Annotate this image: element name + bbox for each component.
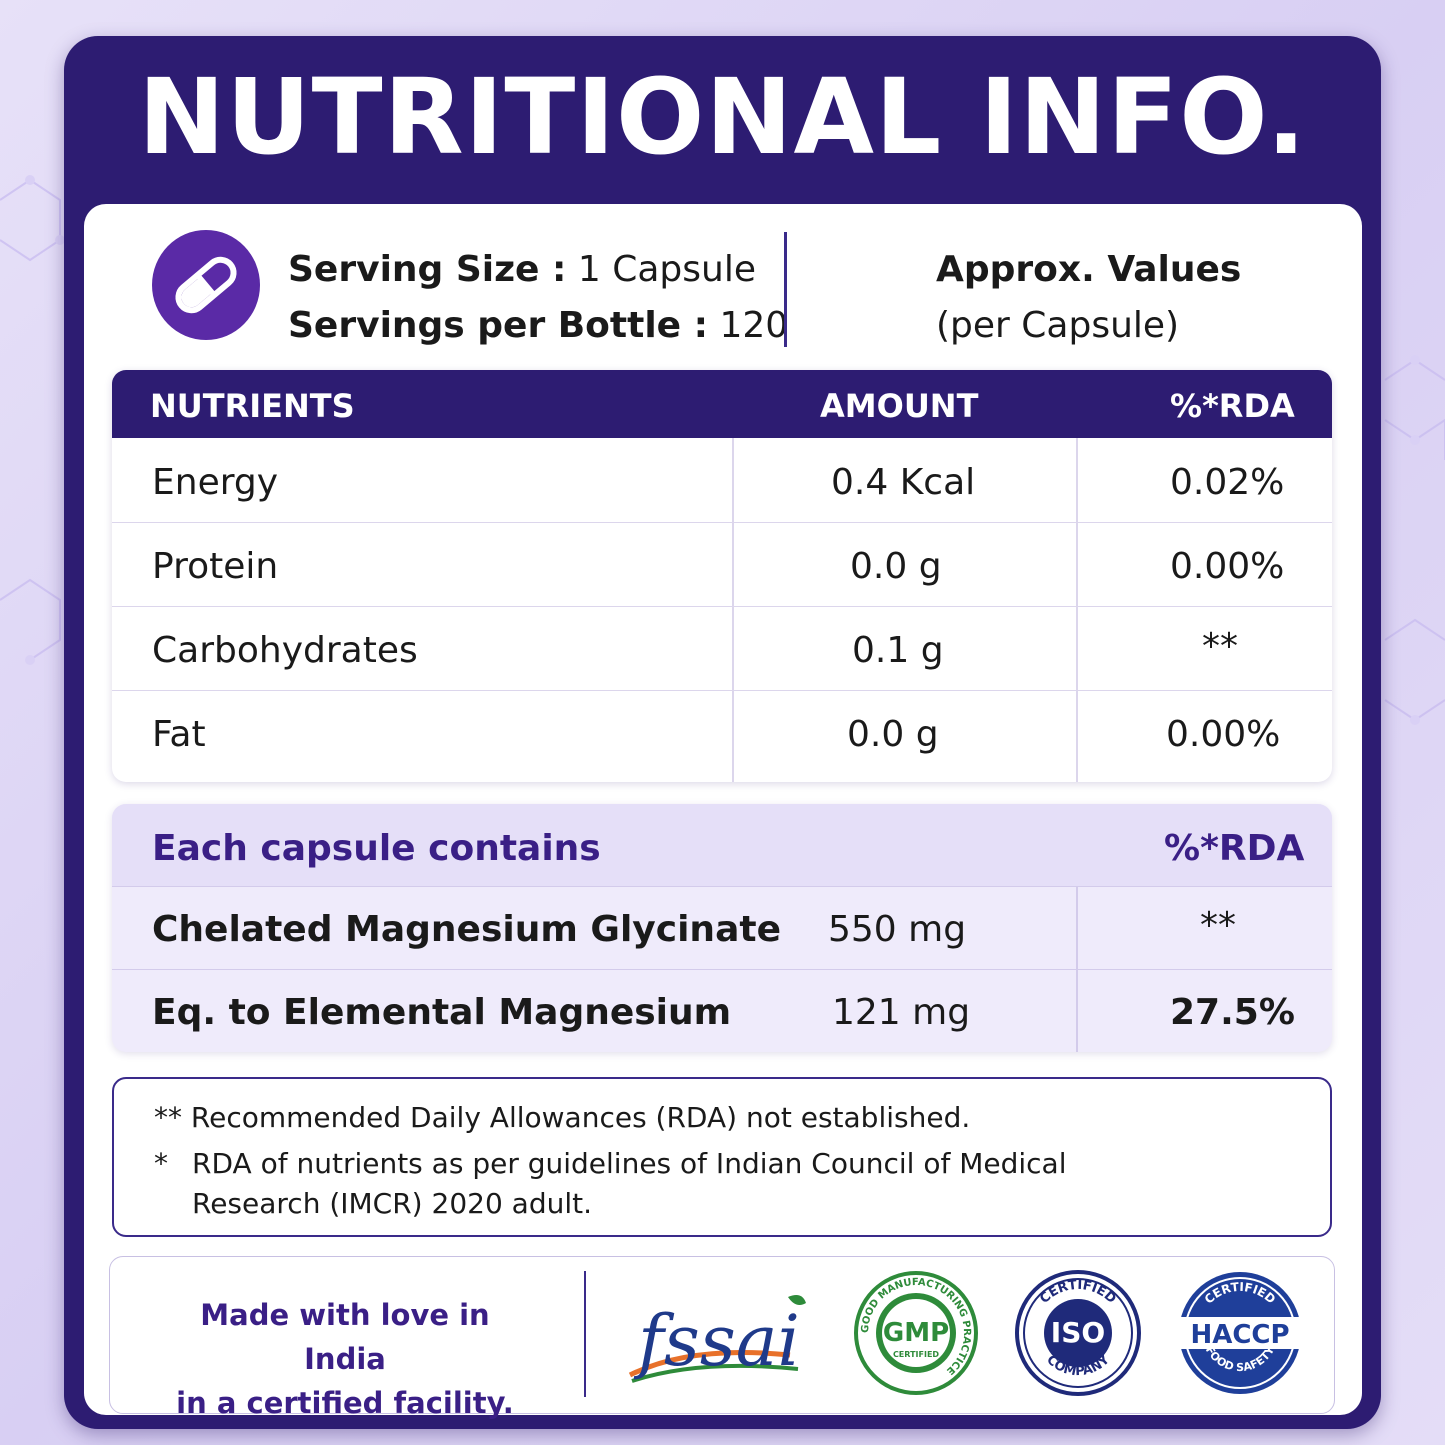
table-row: Fat 0.0 g 0.00% <box>112 690 1332 774</box>
nutrient-amount: 0.0 g <box>847 714 939 755</box>
footnote-rda-not-established: ** Recommended Daily Allowances (RDA) no… <box>154 1101 971 1134</box>
header-divider <box>784 232 787 347</box>
fssai-logo: fssai <box>628 1295 806 1383</box>
haccp-certified-badge: CERTIFIED FOOD SAFETY HACCP <box>1178 1272 1302 1394</box>
nutrient-name: Energy <box>152 462 279 503</box>
nutrient-rda: 0.00% <box>1166 714 1281 755</box>
footnote-mark: * <box>154 1147 168 1180</box>
capsule-table-header: Each capsule contains %*RDA <box>112 804 1332 887</box>
ingredient-rda: 27.5% <box>1170 992 1295 1033</box>
ingredient-name: Chelated Magnesium Glycinate <box>152 909 781 950</box>
nutrient-amount: 0.0 g <box>850 546 942 587</box>
column-divider <box>732 438 734 782</box>
footer-divider <box>584 1271 586 1397</box>
serving-size-value: 1 Capsule <box>577 249 756 290</box>
gmp-certified-badge: GOOD MANUFACTURING PRACTICE GMP CERTIFIE… <box>854 1271 978 1395</box>
table-row: Energy 0.4 Kcal 0.02% <box>112 438 1332 523</box>
table-row: Eq. to Elemental Magnesium 121 mg 27.5% <box>112 970 1332 1052</box>
ingredient-amount: 121 mg <box>832 992 971 1033</box>
footnote-icmr-line2: Research (IMCR) 2020 adult. <box>192 1187 592 1220</box>
nutrient-name: Fat <box>152 714 206 755</box>
capsule-contents-table: Each capsule contains %*RDA Chelated Mag… <box>112 804 1332 1052</box>
nutrient-rda: ** <box>1202 626 1238 667</box>
servings-per-bottle-label: Servings per Bottle : <box>288 305 709 346</box>
capsule-icon <box>152 230 260 340</box>
nutrient-rda: 0.00% <box>1170 546 1285 587</box>
made-line-1: Made with love in India <box>200 1298 490 1376</box>
iso-certified-badge: CERTIFIED COMPANY ISO <box>1015 1270 1141 1396</box>
nutrients-table-header: NUTRIENTS AMOUNT %*RDA <box>112 370 1332 438</box>
ingredient-name: Eq. to Elemental Magnesium <box>152 992 732 1033</box>
page-title: NUTRITIONAL INFO. <box>138 56 1307 178</box>
made-line-2: in a certified facility. <box>176 1386 514 1420</box>
iso-center-text: ISO <box>1051 1316 1105 1349</box>
ingredient-amount: 550 mg <box>828 909 967 950</box>
column-divider <box>1076 887 1078 1052</box>
column-divider <box>1076 438 1078 782</box>
nutrients-table: NUTRIENTS AMOUNT %*RDA Energy 0.4 Kcal 0… <box>112 370 1332 782</box>
nutrient-name: Carbohydrates <box>152 630 418 671</box>
table-row: Chelated Magnesium Glycinate 550 mg ** <box>112 887 1332 970</box>
made-in-india-text: Made with love in India in a certified f… <box>160 1293 530 1425</box>
header-capsule-rda: %*RDA <box>1164 828 1305 869</box>
approx-subtitle: (per Capsule) <box>936 305 1180 346</box>
haccp-center-text: HACCP <box>1190 1320 1289 1350</box>
fssai-text: fssai <box>633 1300 800 1382</box>
certifications-footer: Made with love in India in a certified f… <box>109 1256 1335 1420</box>
ingredient-rda: ** <box>1200 905 1236 946</box>
header-amount: AMOUNT <box>820 387 979 425</box>
table-row: Carbohydrates 0.1 g ** <box>112 606 1332 691</box>
nutrient-amount: 0.4 Kcal <box>831 462 976 503</box>
footnote-icmr-line1: RDA of nutrients as per guidelines of In… <box>192 1147 1067 1180</box>
serving-info: Serving Size : 1 Capsule Servings per Bo… <box>288 242 788 354</box>
header-each-capsule: Each capsule contains <box>152 828 601 869</box>
servings-per-bottle-value: 120 <box>719 305 789 346</box>
nutrient-rda: 0.02% <box>1170 462 1285 503</box>
approx-title: Approx. Values <box>936 249 1242 290</box>
gmp-center-text: GMP <box>883 1318 949 1348</box>
footnotes-box: ** Recommended Daily Allowances (RDA) no… <box>112 1077 1332 1237</box>
nutrient-amount: 0.1 g <box>852 630 944 671</box>
header-rda: %*RDA <box>1170 387 1295 425</box>
header-nutrients: NUTRIENTS <box>150 387 355 425</box>
gmp-sub-text: CERTIFIED <box>893 1350 939 1359</box>
table-row: Protein 0.0 g 0.00% <box>112 522 1332 607</box>
serving-size-label: Serving Size : <box>288 249 567 290</box>
nutrient-name: Protein <box>152 546 279 587</box>
approx-values: Approx. Values (per Capsule) <box>936 242 1241 354</box>
